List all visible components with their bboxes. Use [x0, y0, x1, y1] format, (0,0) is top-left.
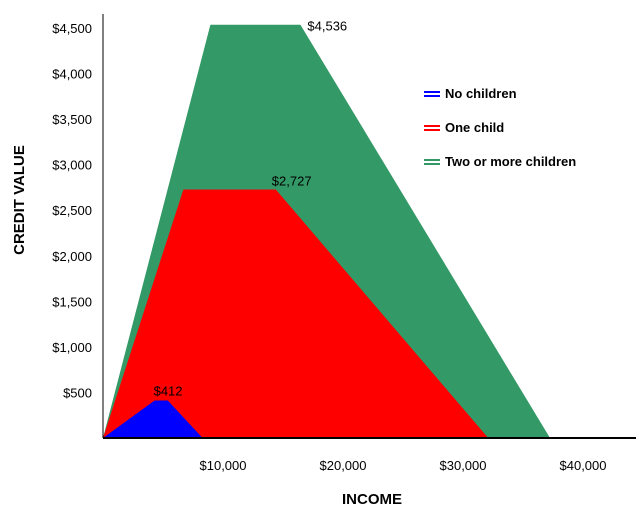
area-no-children [103, 400, 203, 438]
x-tick-label: $40,000 [560, 458, 607, 473]
y-tick-label: $4,000 [52, 67, 92, 82]
series-areas [103, 24, 550, 438]
y-tick-label: $3,500 [52, 112, 92, 127]
legend-label: Two or more children [445, 154, 576, 169]
y-tick-label: $3,000 [52, 158, 92, 173]
legend: No children One child Two or more children [424, 86, 576, 169]
x-tick-label: $30,000 [440, 458, 487, 473]
value-annotations: $4,536 $2,727 $412 [154, 19, 348, 399]
y-tick-label: $1,500 [52, 294, 92, 309]
x-tick-label: $10,000 [200, 458, 247, 473]
y-tick-labels: $500 $1,000 $1,500 $2,000 $2,500 $3,000 $3,500… [52, 21, 92, 400]
axes [102, 14, 636, 439]
value-label: $4,536 [307, 19, 347, 34]
y-tick-label: $1,000 [52, 340, 92, 355]
y-axis-title: CREDIT VALUE [11, 145, 28, 255]
area-one-child [103, 189, 489, 438]
legend-label: One child [445, 120, 504, 135]
x-tick-label: $20,000 [320, 458, 367, 473]
x-tick-labels: $10,000 $20,000 $30,000 $40,000 [200, 458, 607, 473]
y-tick-label: $2,500 [52, 203, 92, 218]
legend-label: No children [445, 86, 517, 101]
y-tick-label: $500 [63, 385, 92, 400]
value-label: $412 [154, 383, 183, 398]
x-axis-title: INCOME [342, 491, 402, 508]
y-tick-label: $2,000 [52, 249, 92, 264]
legend-item: One child [424, 120, 504, 135]
value-label: $2,727 [272, 174, 312, 189]
legend-item: Two or more children [424, 154, 576, 169]
legend-item: No children [424, 86, 517, 101]
y-tick-label: $4,500 [52, 21, 92, 36]
